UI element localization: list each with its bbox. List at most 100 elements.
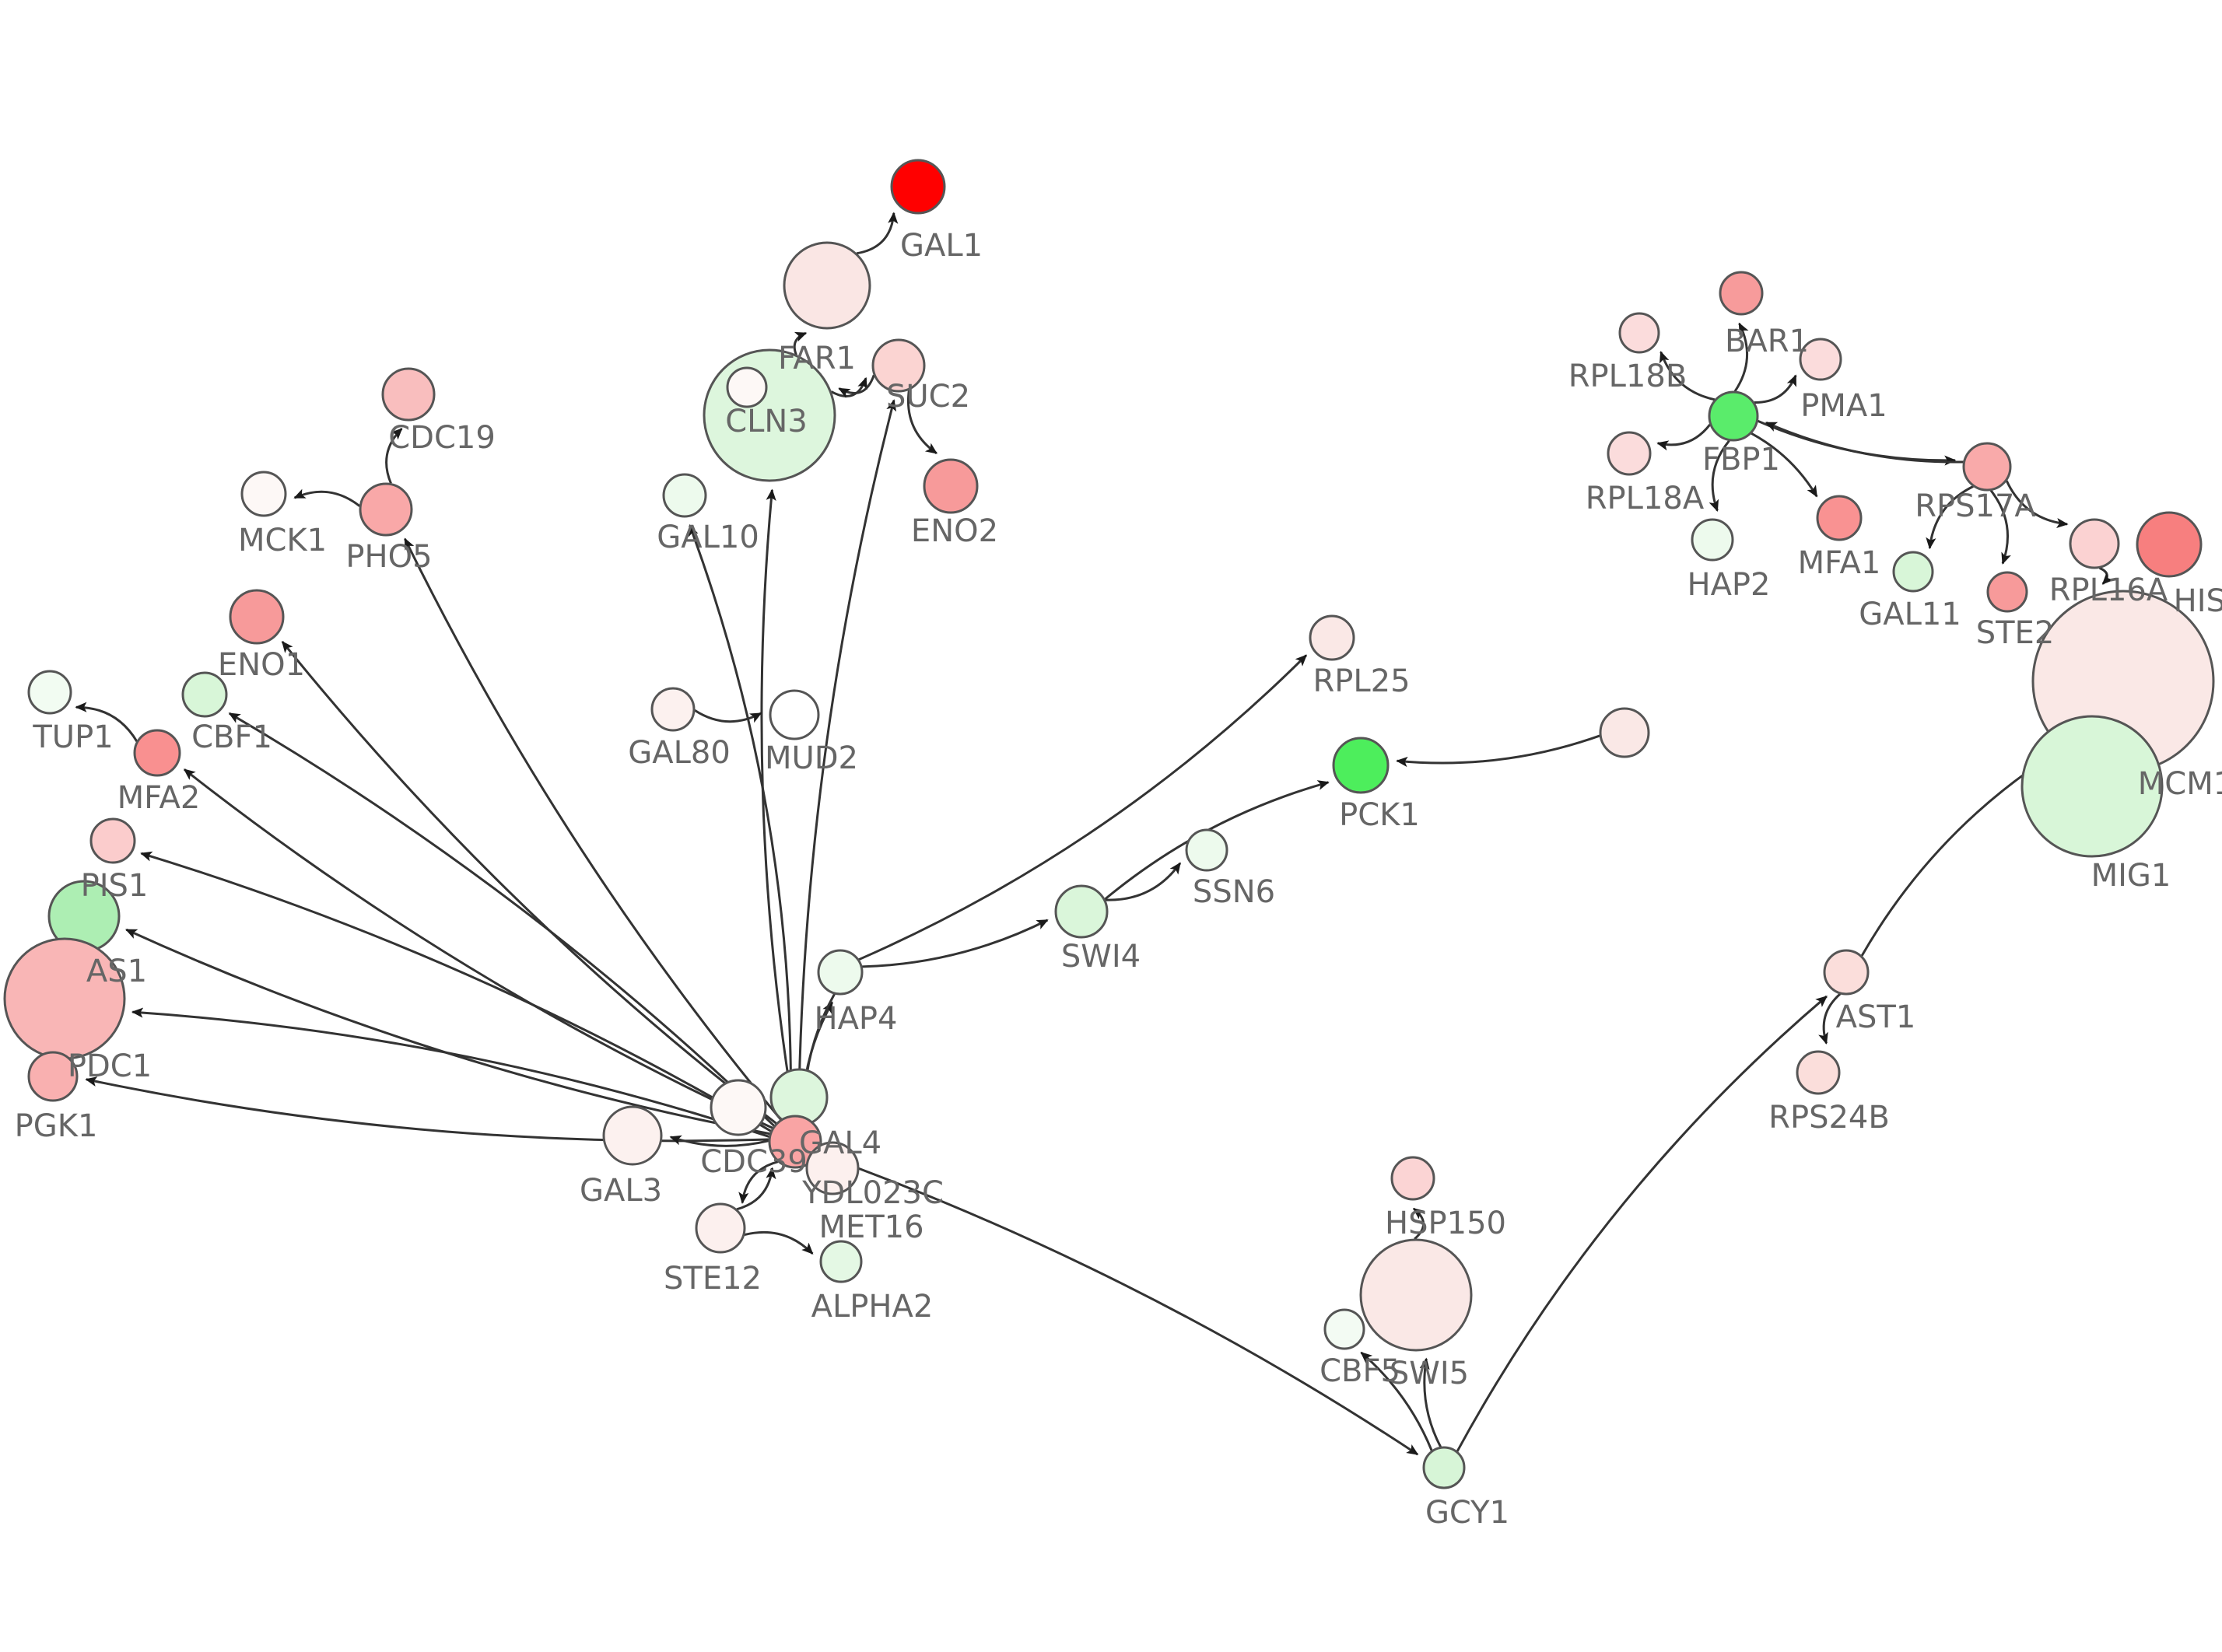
node-label-ste12: STE12 xyxy=(664,1261,762,1297)
node-label-rps24b: RPS24B xyxy=(1768,1100,1890,1136)
network-node-mfa1[interactable] xyxy=(1816,495,1863,541)
network-node[interactable] xyxy=(1599,707,1650,758)
network-node-ssn6[interactable] xyxy=(1185,828,1228,872)
network-node-mig1[interactable] xyxy=(2020,715,2164,858)
network-node-rpl18a[interactable] xyxy=(1607,431,1652,476)
network-node-ste2[interactable] xyxy=(1986,571,2028,613)
network-edge xyxy=(793,331,808,355)
node-label-eno2: ENO2 xyxy=(911,513,998,549)
node-label-mfa1: MFA1 xyxy=(1798,545,1881,581)
network-node-cdc39[interactable] xyxy=(710,1079,767,1136)
node-label-swi5: SWI5 xyxy=(1390,1356,1469,1391)
node-label-swi4: SWI4 xyxy=(1061,939,1141,975)
node-label-gcy1: GCY1 xyxy=(1425,1495,1509,1531)
node-label-cbf1: CBF1 xyxy=(191,719,272,755)
node-label-gal1: GAL1 xyxy=(900,228,983,264)
network-node-eno1[interactable] xyxy=(229,589,285,645)
network-edge xyxy=(1396,734,1600,768)
node-label-rpl18a: RPL18A xyxy=(1586,481,1705,516)
network-node-rps17a[interactable] xyxy=(1962,442,2012,492)
node-label-rpl18b: RPL18B xyxy=(1568,359,1688,394)
network-edge xyxy=(85,1076,769,1143)
network-node-tup1[interactable] xyxy=(27,670,72,715)
network-node-pgk1[interactable] xyxy=(27,1051,79,1102)
network-node-fbp1[interactable] xyxy=(1708,390,1759,442)
network-edge xyxy=(1659,351,1716,401)
network-node-far1[interactable] xyxy=(783,241,871,330)
node-label-pck1: PCK1 xyxy=(1339,797,1420,833)
network-node-pho5[interactable] xyxy=(359,482,413,537)
network-edge xyxy=(744,1230,814,1255)
network-node-gcy1[interactable] xyxy=(1422,1446,1466,1489)
network-node-rpl25[interactable] xyxy=(1309,614,1355,661)
network-node-gal11[interactable] xyxy=(1892,551,1934,593)
network-edge xyxy=(293,488,361,507)
network-node-cdc19[interactable] xyxy=(381,367,436,422)
network-node-pma1[interactable] xyxy=(1799,338,1842,381)
node-label-cdc19: CDC19 xyxy=(388,420,496,456)
network-node-swi5[interactable] xyxy=(1359,1238,1473,1352)
node-label-ast1: AST1 xyxy=(1836,999,1916,1035)
node-label-bar1: BAR1 xyxy=(1725,324,1809,359)
network-node-gal4[interactable] xyxy=(768,1115,822,1169)
node-label-mig1: MIG1 xyxy=(2091,858,2171,894)
network-edge xyxy=(830,376,867,397)
network-edge xyxy=(856,212,899,255)
node-label-ssn6: SSN6 xyxy=(1193,874,1275,910)
network-node-pdc1[interactable] xyxy=(3,937,126,1060)
network-node-rpl16a[interactable] xyxy=(2069,518,2120,569)
network-node-alpha2[interactable] xyxy=(819,1240,863,1283)
node-label-rps17a: RPS17A xyxy=(1915,488,2036,524)
network-edge xyxy=(689,524,793,1116)
network-edge xyxy=(1733,322,1749,392)
network-edge xyxy=(1765,422,1964,464)
network-node-cln3[interactable] xyxy=(703,348,836,482)
network-node-rps24b[interactable] xyxy=(1796,1050,1841,1095)
network-node[interactable] xyxy=(726,366,768,408)
network-edge xyxy=(1656,423,1712,451)
network-edge xyxy=(1412,1207,1425,1241)
network-node-cbf1[interactable] xyxy=(181,671,228,718)
network-node-gal80[interactable] xyxy=(650,687,696,732)
edge-layer xyxy=(75,212,2114,1456)
node-label-hsp150: HSP150 xyxy=(1385,1206,1506,1241)
network-node-hap2[interactable] xyxy=(1691,518,1734,562)
network-node-hap4[interactable] xyxy=(817,949,864,996)
network-edge xyxy=(1104,780,1330,901)
network-edge xyxy=(1751,432,1818,498)
network-node-ydl023c[interactable] xyxy=(805,1141,860,1195)
network-edge xyxy=(694,709,762,723)
network-node-swi4[interactable] xyxy=(1054,884,1109,939)
network-node-mck1[interactable] xyxy=(240,471,287,517)
network-edge xyxy=(760,488,796,1116)
network-edge xyxy=(2098,566,2114,585)
label-layer: GAL1BAR1RPL18BPMA1FAR1FBP1SUC2CLN3RPL18A… xyxy=(15,228,2222,1531)
network-node-pis1[interactable] xyxy=(89,817,136,864)
network-node-his4[interactable] xyxy=(2136,511,2203,578)
network-node-gal3[interactable] xyxy=(602,1105,663,1166)
node-label-tup1: TUP1 xyxy=(32,719,113,755)
network-node-gal10[interactable] xyxy=(662,473,707,518)
network-node-eno2[interactable] xyxy=(923,458,979,514)
network-node-ast1[interactable] xyxy=(1823,949,1870,996)
network-node-pck1[interactable] xyxy=(1332,737,1390,794)
network-node-mfa2[interactable] xyxy=(133,729,181,777)
network-node-ste12[interactable] xyxy=(695,1202,746,1254)
node-label-mfa2: MFA2 xyxy=(117,780,201,816)
network-node-hsp150[interactable] xyxy=(1390,1156,1435,1201)
node-label-rpl25: RPL25 xyxy=(1313,663,1410,699)
network-node-gal1[interactable] xyxy=(890,159,946,215)
network-edge xyxy=(1926,485,1974,550)
network-node-rpl18b[interactable] xyxy=(1618,312,1660,354)
network-edge xyxy=(1105,862,1182,901)
node-label-hap4: HAP4 xyxy=(814,1001,897,1037)
network-edge xyxy=(736,1167,776,1211)
network-node-bar1[interactable] xyxy=(1719,271,1764,316)
network-edge xyxy=(1989,489,2011,565)
network-edge xyxy=(669,1135,769,1147)
network-node-mud2[interactable] xyxy=(769,689,820,740)
network-node-cbf5[interactable] xyxy=(1323,1308,1365,1350)
network-node-suc2[interactable] xyxy=(871,338,926,393)
network-edge xyxy=(75,702,138,743)
